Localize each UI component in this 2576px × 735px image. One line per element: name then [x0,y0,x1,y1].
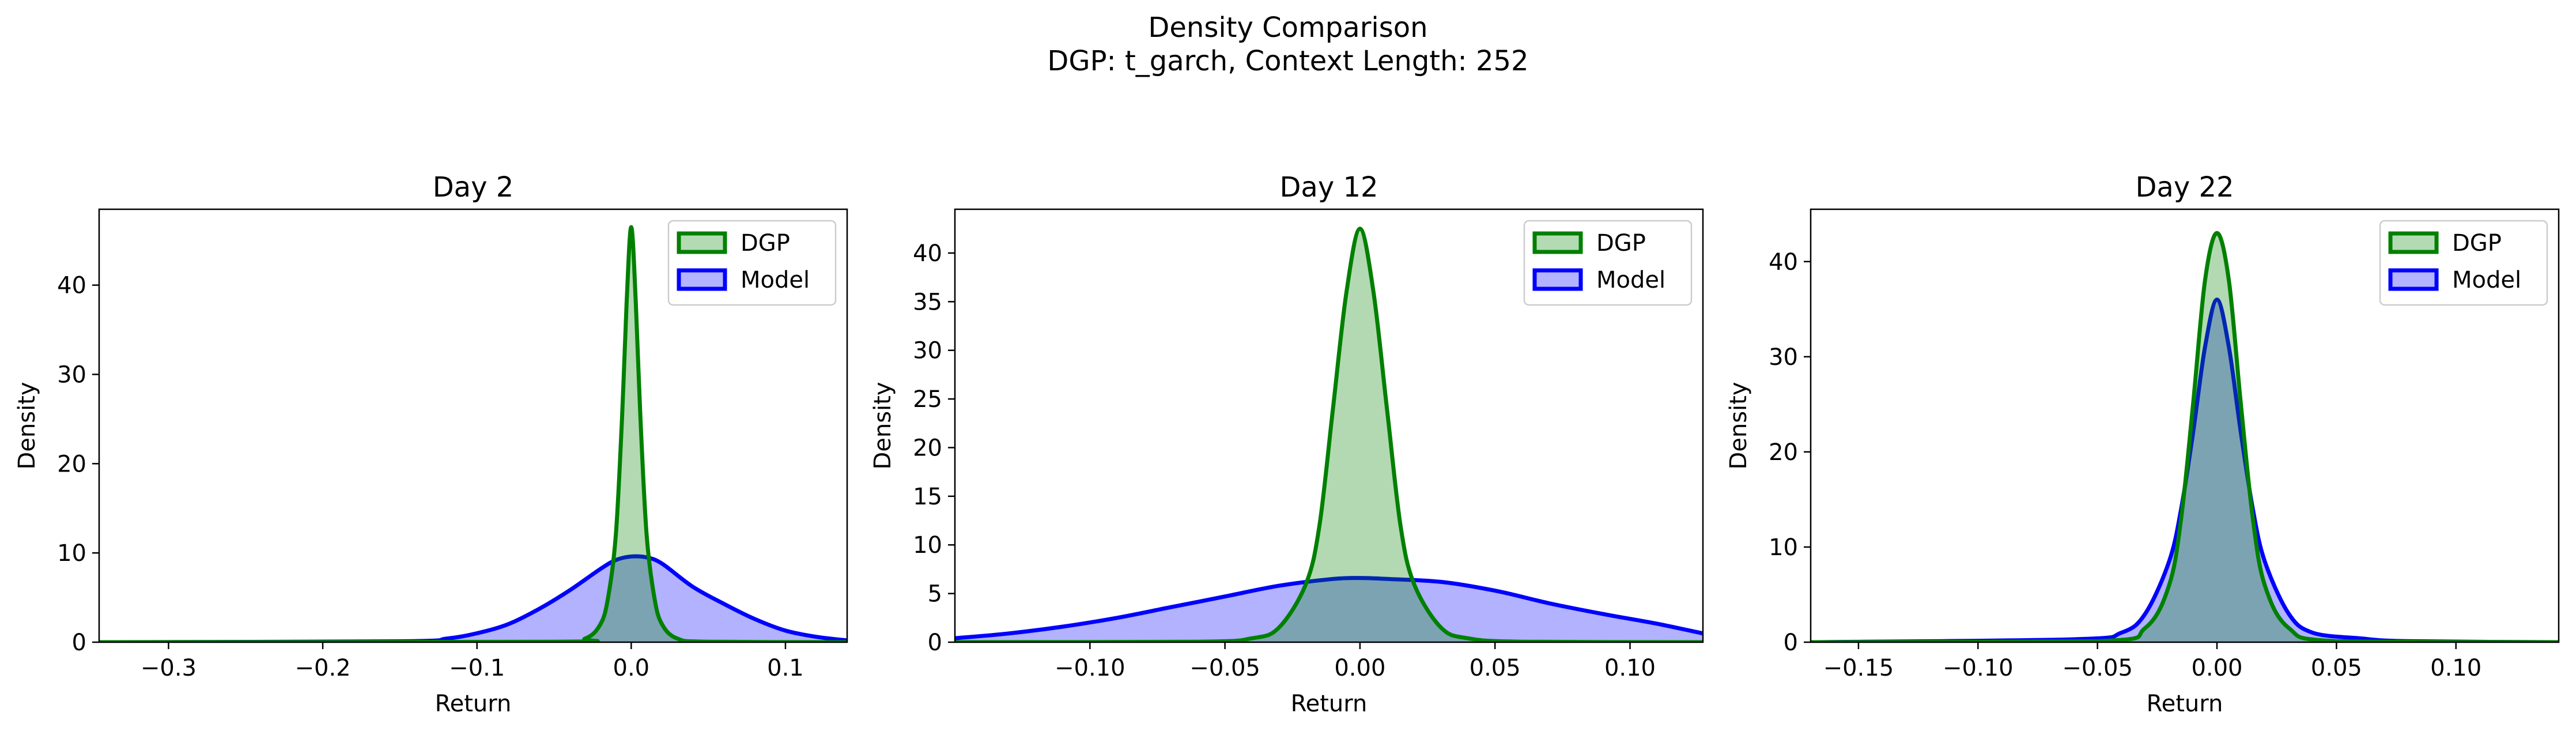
y-tick-label: 30 [1769,344,1798,371]
model-area [1811,299,2559,642]
y-tick-label: 15 [913,484,942,510]
dgp-line [1811,231,2559,642]
x-tick-label: −0.1 [449,655,505,681]
axes-frame [98,208,848,643]
y-axis-label: Density [14,382,40,469]
axes-frame [954,208,1704,643]
panel-3: Day 22 −0.15 −0.10 −0.05 0.00 0.05 0.10 0 10 20 30… [1725,171,2560,717]
legend: DGP Model [2379,220,2548,306]
y-tick-label: 20 [913,435,942,461]
y-tick-label: 10 [913,532,942,559]
series-layer [1811,231,2559,642]
x-tick-label: −0.05 [1189,655,1260,681]
x-tick-label: 0.10 [1604,655,1656,681]
figure-subtitle: DGP: t_garch, Context Length: 252 [1047,45,1528,77]
x-axis-label: Return [2147,691,2223,717]
x-tick-label: 0.05 [1470,655,1521,681]
legend-label-model: Model [2452,267,2521,293]
x-axis-label: Return [1291,691,1368,717]
x-tick-label: −0.3 [141,655,197,681]
legend-swatch-model [1532,268,1583,291]
x-tick-label: −0.05 [2062,655,2133,681]
panel-title: Day 2 [433,171,514,203]
series-layer [955,227,1703,642]
model-line [1811,297,2559,642]
y-axis-label: Density [1725,382,1752,469]
dgp-line [955,227,1703,642]
y-tick-label: 0 [72,630,86,656]
panel-title: Day 12 [1279,171,1378,203]
legend-swatch-dgp [1532,231,1583,254]
model-area [99,556,847,642]
x-tick-label: 0.1 [767,655,804,681]
y-tick-label: 0 [928,630,942,656]
legend-swatch-dgp [677,231,727,254]
panel-title: Day 22 [2135,171,2234,203]
legend: DGP Model [1523,220,1693,306]
dgp-line [99,225,847,642]
y-tick-label: 0 [1784,630,1798,656]
y-axis-label: Density [870,382,896,469]
dgp-area [1811,233,2559,642]
axes-frame [1810,208,2560,643]
x-tick-label: 0.00 [1334,655,1385,681]
legend-label-model: Model [1596,267,1665,293]
model-line [955,576,1703,640]
y-tick-label: 5 [928,581,942,608]
legend-swatch-model [2388,268,2439,291]
x-tick-label: 0.00 [2191,655,2242,681]
legend-swatch-model [677,268,727,291]
y-tick-label: 40 [57,273,86,299]
legend-label-dgp: DGP [741,230,790,257]
legend-label-model: Model [741,267,810,293]
y-tick-label: 30 [913,338,942,364]
x-tick-label: 0.10 [2430,655,2481,681]
x-tick-label: 0.0 [613,655,650,681]
y-tick-label: 20 [57,451,86,477]
y-tick-label: 20 [1769,439,1798,466]
legend: DGP Model [667,220,837,306]
series-layer [99,225,847,642]
panel-1: Day 2 −0.3 −0.2 −0.1 0.0 0.1 0 10 20 30 40 Return De… [14,171,848,717]
x-axis-label: Return [435,691,512,717]
x-tick-label: −0.15 [1823,655,1894,681]
y-tick-label: 10 [1769,534,1798,561]
x-tick-label: −0.10 [1055,655,1125,681]
model-area [955,578,1703,642]
y-tick-label: 40 [913,240,942,267]
dgp-area [955,228,1703,642]
legend-swatch-dgp [2388,231,2439,254]
y-tick-label: 25 [913,386,942,413]
legend-label-dgp: DGP [2452,230,2502,257]
x-tick-label: 0.05 [2311,655,2362,681]
x-tick-label: −0.2 [294,655,350,681]
y-tick-label: 40 [1769,249,1798,276]
figure-title: Density Comparison [1148,12,1427,44]
y-tick-label: 10 [57,540,86,567]
x-tick-label: −0.10 [1943,655,2014,681]
legend-label-dgp: DGP [1596,230,1646,257]
y-tick-label: 35 [913,289,942,315]
panel-2: Day 12 −0.10 −0.05 0.00 0.05 0.10 0 5 10 15 20 25 30… [870,171,1704,717]
y-tick-label: 30 [57,361,86,388]
panels: Day 2−0.3 −0.2 −0.1 0.0 0.1010203040ReturnDe… [14,171,2560,717]
